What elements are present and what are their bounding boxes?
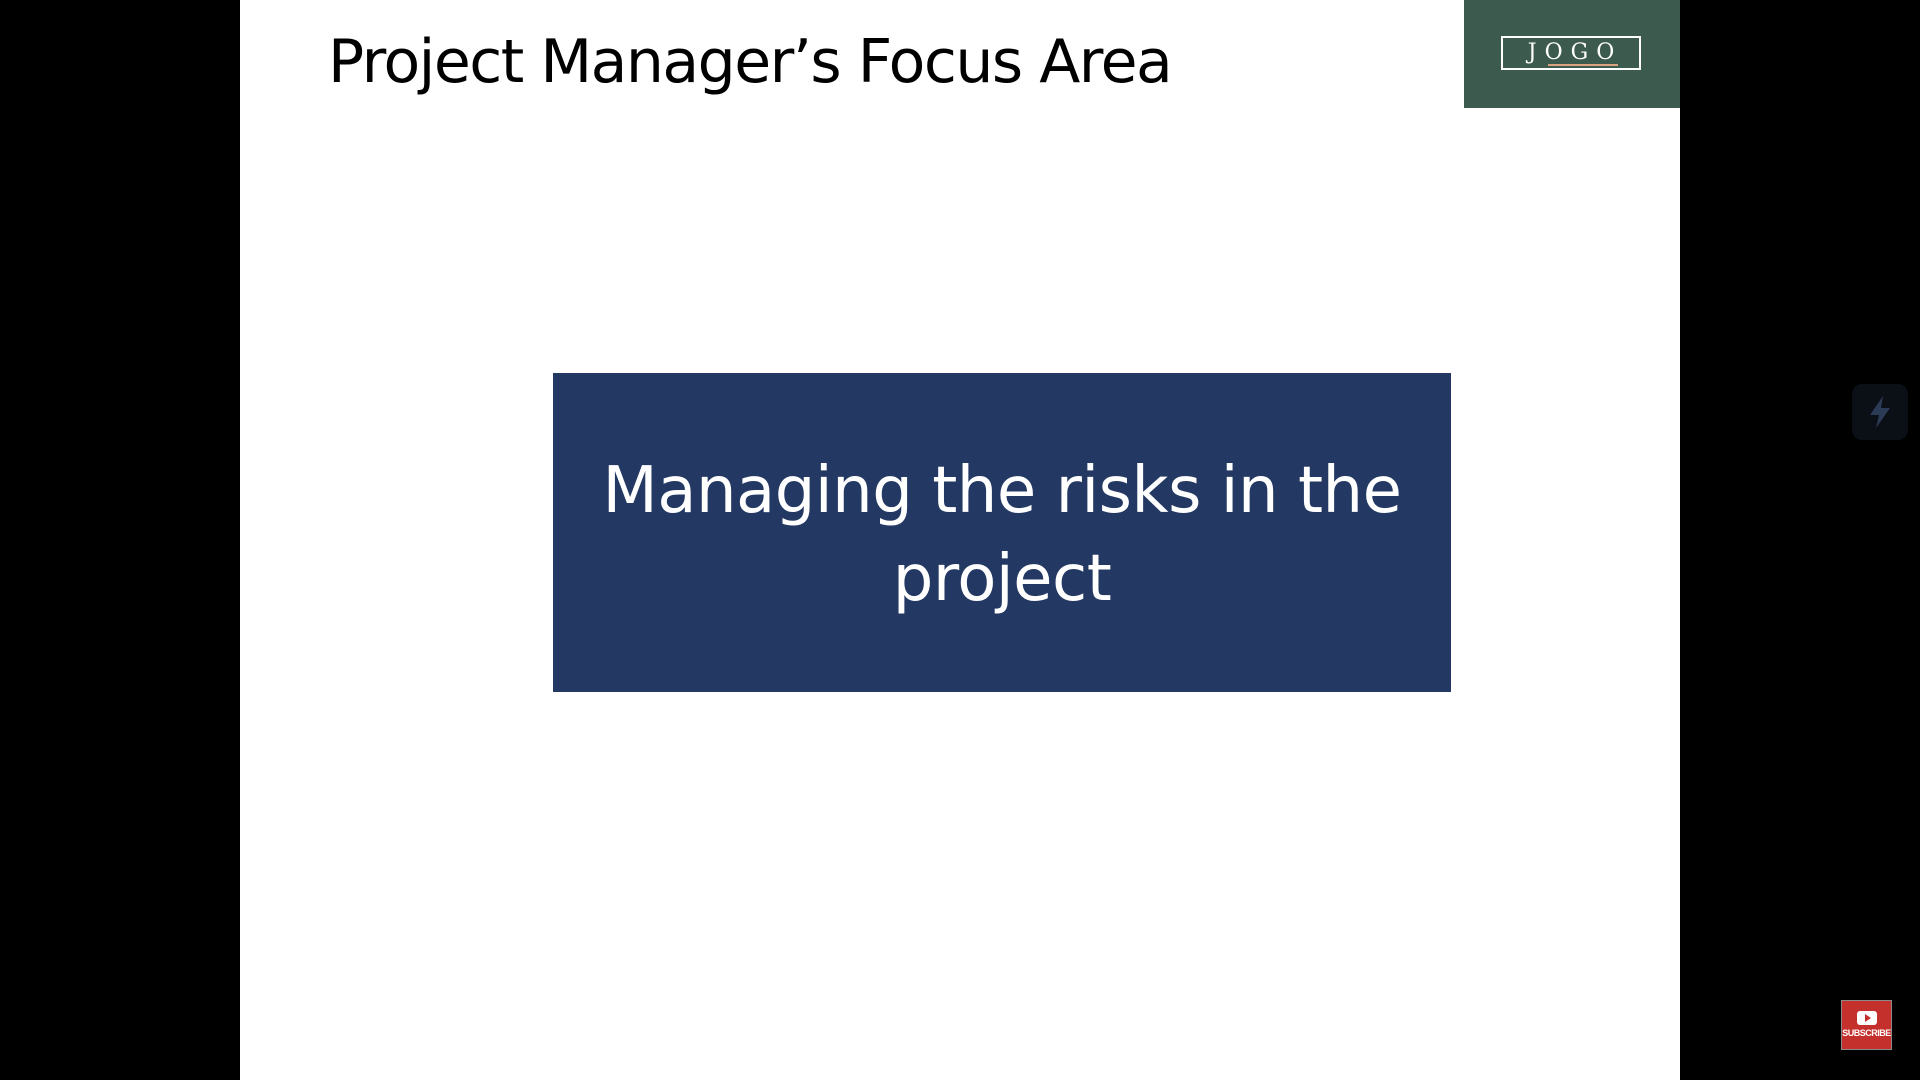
presentation-slide: Project Manager’s Focus Area JOGO Managi…: [240, 0, 1680, 1080]
focus-area-text: Managing the risks in the project: [602, 453, 1402, 616]
slide-title: Project Manager’s Focus Area: [328, 27, 1173, 97]
logo-accent-line: [1548, 64, 1618, 66]
subscribe-button[interactable]: SUBSCRIBE: [1841, 1000, 1892, 1050]
youtube-play-icon: [1856, 1011, 1877, 1025]
jogo-logo: JOGO: [1501, 36, 1641, 70]
subscribe-label: SUBSCRIBE: [1842, 1028, 1891, 1038]
lightning-bolt-icon: [1870, 396, 1890, 428]
focus-area-box: Managing the risks in the project: [553, 373, 1451, 692]
side-widget-button[interactable]: [1852, 384, 1908, 440]
jogo-logo-panel: JOGO: [1464, 0, 1680, 108]
